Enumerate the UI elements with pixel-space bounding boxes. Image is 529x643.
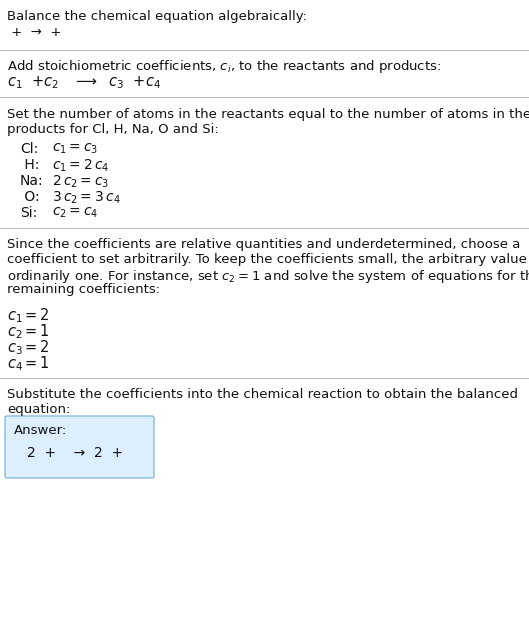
Text: Since the coefficients are relative quantities and underdetermined, choose a: Since the coefficients are relative quan… xyxy=(7,238,521,251)
Text: $2\,c_2 = c_3$: $2\,c_2 = c_3$ xyxy=(52,174,110,190)
Text: $c_1 = 2\,c_4$: $c_1 = 2\,c_4$ xyxy=(52,158,110,174)
Text: $c_4 = 1$: $c_4 = 1$ xyxy=(7,354,50,373)
FancyBboxPatch shape xyxy=(5,416,154,478)
Text: Add stoichiometric coefficients, $c_i$, to the reactants and products:: Add stoichiometric coefficients, $c_i$, … xyxy=(7,58,441,75)
Text: $c_1 = 2$: $c_1 = 2$ xyxy=(7,306,50,325)
Text: coefficient to set arbitrarily. To keep the coefficients small, the arbitrary va: coefficient to set arbitrarily. To keep … xyxy=(7,253,529,266)
Text: Cl:: Cl: xyxy=(20,142,38,156)
Text: Answer:: Answer: xyxy=(14,424,67,437)
Text: equation:: equation: xyxy=(7,403,70,416)
Text: 2  +    →  2  +: 2 + → 2 + xyxy=(27,446,127,460)
Text: O:: O: xyxy=(20,190,40,204)
Text: Na:: Na: xyxy=(20,174,43,188)
Text: Balance the chemical equation algebraically:: Balance the chemical equation algebraica… xyxy=(7,10,307,23)
Text: ordinarily one. For instance, set $c_2 = 1$ and solve the system of equations fo: ordinarily one. For instance, set $c_2 =… xyxy=(7,268,529,285)
Text: Substitute the coefficients into the chemical reaction to obtain the balanced: Substitute the coefficients into the che… xyxy=(7,388,518,401)
Text: $c_1$  $+c_2$   $\longrightarrow$  $c_3$  $+c_4$: $c_1$ $+c_2$ $\longrightarrow$ $c_3$ $+c… xyxy=(7,74,161,91)
Text: $c_1 = c_3$: $c_1 = c_3$ xyxy=(52,142,98,156)
Text: $c_2 = c_4$: $c_2 = c_4$ xyxy=(52,206,98,221)
Text: $c_3 = 2$: $c_3 = 2$ xyxy=(7,338,50,357)
Text: H:: H: xyxy=(20,158,39,172)
Text: $c_2 = 1$: $c_2 = 1$ xyxy=(7,322,50,341)
Text: products for Cl, H, Na, O and Si:: products for Cl, H, Na, O and Si: xyxy=(7,123,219,136)
Text: remaining coefficients:: remaining coefficients: xyxy=(7,283,160,296)
Text: +  →  +: + → + xyxy=(7,26,66,39)
Text: $3\,c_2 = 3\,c_4$: $3\,c_2 = 3\,c_4$ xyxy=(52,190,121,206)
Text: Set the number of atoms in the reactants equal to the number of atoms in the: Set the number of atoms in the reactants… xyxy=(7,108,529,121)
Text: Si:: Si: xyxy=(20,206,37,220)
